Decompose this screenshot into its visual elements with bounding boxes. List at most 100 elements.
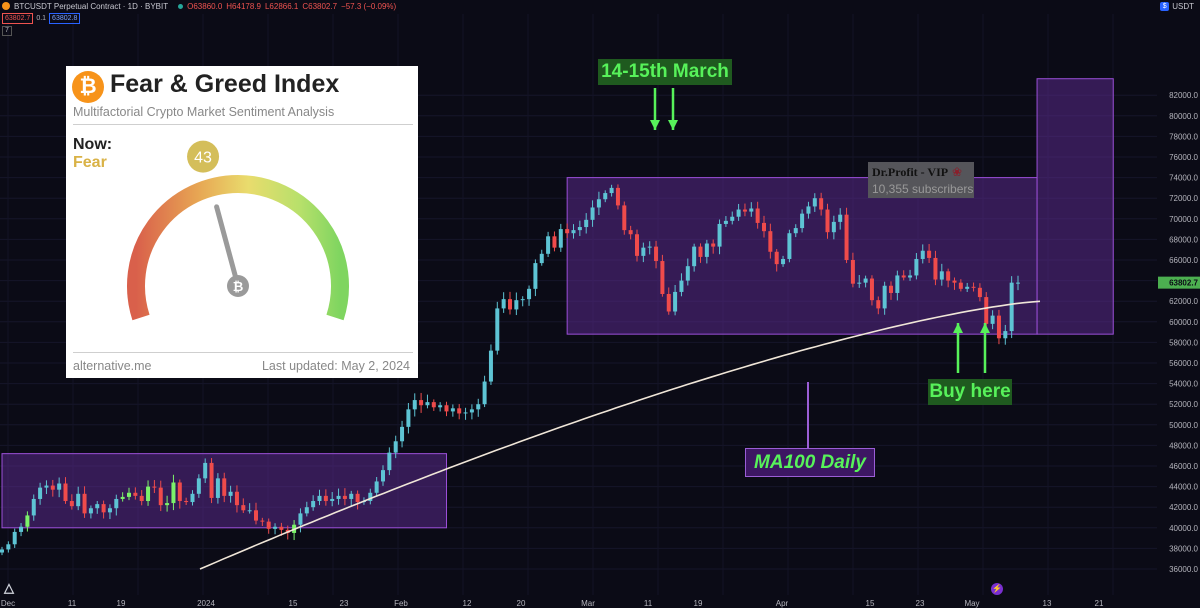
- price-tick: 76000.0: [1169, 153, 1198, 162]
- price-tick: 40000.0: [1169, 524, 1198, 533]
- candle: [114, 498, 119, 509]
- candle: [787, 233, 792, 259]
- watermark-subscribers: 10,355 subscribers: [872, 182, 974, 196]
- candle: [222, 478, 227, 496]
- candle: [781, 258, 786, 265]
- candle: [679, 280, 684, 292]
- candle: [336, 495, 341, 499]
- bitcoin-icon: ₿: [72, 71, 104, 103]
- price-tick: 74000.0: [1169, 174, 1198, 183]
- spread-value: 0.1: [36, 15, 47, 22]
- candle: [488, 350, 493, 382]
- candle: [57, 483, 62, 490]
- last-price-label: 63802.7: [1169, 279, 1198, 288]
- candle: [552, 236, 557, 248]
- candle: [0, 549, 4, 553]
- candle: [298, 513, 303, 525]
- buy-price-button[interactable]: 63802.8: [49, 13, 81, 24]
- market-status-icon: [178, 3, 184, 9]
- candle: [641, 247, 646, 256]
- gauge-arc: [127, 175, 349, 321]
- candle: [501, 299, 506, 309]
- candle: [889, 285, 893, 293]
- indicators-toggle[interactable]: 7: [2, 26, 12, 36]
- source-link[interactable]: alternative.me: [73, 359, 152, 373]
- currency-selector[interactable]: $ USDT: [1160, 0, 1194, 12]
- candle: [31, 498, 36, 516]
- candle: [419, 400, 424, 406]
- candle: [908, 275, 913, 278]
- time-tick: 21: [1095, 599, 1104, 608]
- candle: [717, 223, 722, 247]
- candle: [133, 492, 138, 496]
- candle: [12, 531, 17, 545]
- candle: [844, 214, 849, 260]
- candle: [476, 404, 481, 410]
- candle: [952, 280, 957, 283]
- price-tick: 50000.0: [1169, 421, 1198, 430]
- symbol-title[interactable]: BTCUSDT Perpetual Contract · 1D · BYBIT: [14, 1, 169, 11]
- fear-greed-card: ₿ Fear & Greed Index Multifactorial Cryp…: [66, 66, 418, 378]
- candle: [266, 521, 271, 529]
- candle: [927, 250, 932, 258]
- candle: [577, 227, 582, 231]
- time-tick: Mar: [581, 599, 595, 608]
- candle: [660, 261, 665, 294]
- price-tick: 56000.0: [1169, 359, 1198, 368]
- candle: [463, 412, 468, 414]
- candle: [241, 505, 246, 511]
- ohlc-high: H64178.9: [226, 1, 261, 11]
- lightning-icon[interactable]: ⚡: [991, 583, 1003, 595]
- time-tick: 20: [517, 599, 526, 608]
- candle: [768, 231, 773, 252]
- candle: [698, 246, 703, 257]
- candle: [25, 515, 30, 527]
- candle: [850, 260, 855, 284]
- price-tick: 58000.0: [1169, 338, 1198, 347]
- candle: [1003, 331, 1008, 339]
- fear-greed-title: Fear & Greed Index: [110, 70, 340, 98]
- candle: [762, 222, 766, 232]
- ohlc-low: L62866.1: [264, 1, 299, 11]
- candle: [622, 205, 627, 231]
- price-tick: 44000.0: [1169, 483, 1198, 492]
- candle: [546, 236, 551, 254]
- sell-price-button[interactable]: 63802.7: [2, 13, 34, 24]
- march-arrow-1-head: [650, 120, 660, 130]
- time-tick: 13: [1043, 599, 1052, 608]
- candle: [996, 315, 1001, 339]
- price-tick: 70000.0: [1169, 215, 1198, 224]
- price-tick: 62000.0: [1169, 297, 1198, 306]
- candle: [800, 213, 805, 229]
- candle: [628, 230, 633, 235]
- candle: [984, 297, 989, 324]
- candle: [609, 187, 614, 194]
- candle: [171, 482, 176, 504]
- tradingview-logo-icon[interactable]: △: [4, 580, 14, 595]
- candle: [438, 405, 443, 408]
- candle: [603, 193, 608, 200]
- candle: [666, 293, 671, 312]
- candle: [304, 507, 309, 514]
- candle: [647, 246, 652, 248]
- candle: [349, 493, 354, 499]
- candle: [444, 405, 449, 412]
- candle: [158, 487, 163, 506]
- candle: [774, 251, 779, 265]
- price-tick: 60000.0: [1169, 318, 1198, 327]
- march-annotation: 14-15th March: [598, 59, 732, 85]
- candle: [806, 206, 811, 214]
- candle: [273, 526, 278, 529]
- indicators-count: 7: [5, 27, 9, 34]
- price-tick: 42000.0: [1169, 503, 1198, 512]
- candle: [139, 495, 144, 502]
- candle: [711, 243, 716, 247]
- candle: [311, 501, 316, 508]
- candle: [95, 504, 100, 509]
- candle: [69, 501, 74, 507]
- candle: [742, 209, 747, 212]
- candle: [342, 495, 347, 499]
- candle: [704, 243, 709, 257]
- candle: [323, 495, 328, 502]
